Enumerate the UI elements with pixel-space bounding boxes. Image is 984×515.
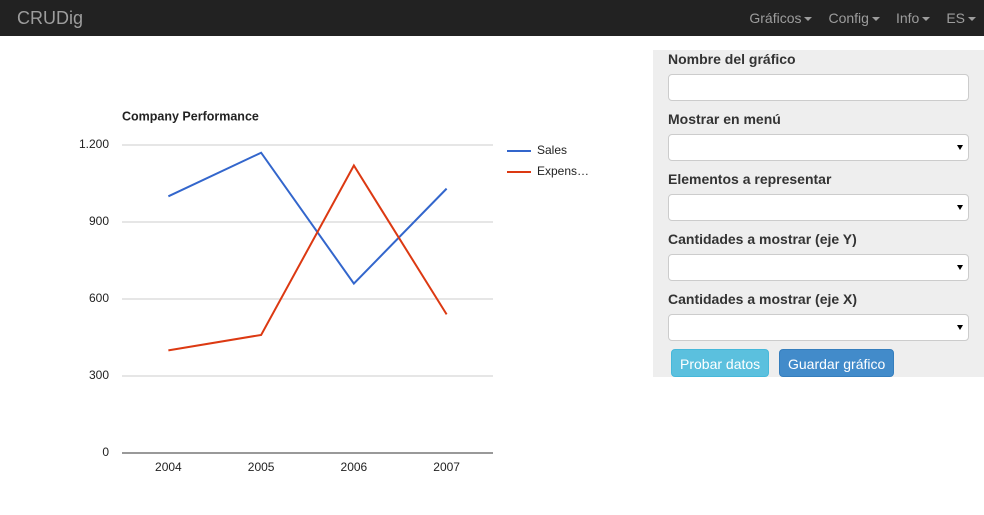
line xyxy=(168,163,448,352)
menu-item[interactable]: ES xyxy=(946,10,976,26)
select-input[interactable] xyxy=(668,254,969,281)
x-tick-label: 2004 xyxy=(155,460,182,474)
y-tick-label: 1.200 xyxy=(79,137,109,151)
y-tick-label: 300 xyxy=(89,368,109,382)
navbar: CRUDig Gráficos Config Info ES xyxy=(0,0,984,36)
x-tick-label: 2005 xyxy=(248,460,275,474)
chart-title: Company Performance xyxy=(122,109,259,123)
menu-item[interactable]: Config xyxy=(828,10,879,26)
select-input[interactable] xyxy=(668,134,969,161)
x-tick-label: 2006 xyxy=(341,460,368,474)
text-input[interactable] xyxy=(668,74,969,101)
brand[interactable]: CRUDig xyxy=(17,8,84,28)
y-tick-label: 0 xyxy=(102,445,109,459)
menu-item[interactable]: Gráficos xyxy=(749,10,812,26)
select-input[interactable] xyxy=(668,194,969,221)
field-label: Cantidades a mostrar (eje X) xyxy=(668,291,858,307)
form-panel: Nombre del gráfico Mostrar en menú Element… xyxy=(653,50,984,377)
x-tick-label: 2007 xyxy=(433,460,460,474)
save-button[interactable]: Guardar gráfico xyxy=(779,349,895,377)
legend-label: Expens… xyxy=(537,164,589,178)
test-button[interactable]: Probar datos xyxy=(671,349,770,377)
select-input[interactable] xyxy=(668,314,969,341)
field-label: Nombre del gráfico xyxy=(668,51,796,67)
field-label: Mostrar en menú xyxy=(668,111,781,127)
field-label: Elementos a representar xyxy=(668,171,832,187)
y-tick-label: 900 xyxy=(89,214,109,228)
y-tick-label: 600 xyxy=(89,291,109,305)
field-label: Cantidades a mostrar (eje Y) xyxy=(668,231,857,247)
menu: Gráficos Config Info ES xyxy=(749,0,976,36)
line xyxy=(167,151,448,286)
menu-item[interactable]: Info xyxy=(896,10,930,26)
chart: Company Performance 0 300 600 900 1.200 2004 20… xyxy=(79,109,589,474)
legend-label: Sales xyxy=(537,143,567,157)
